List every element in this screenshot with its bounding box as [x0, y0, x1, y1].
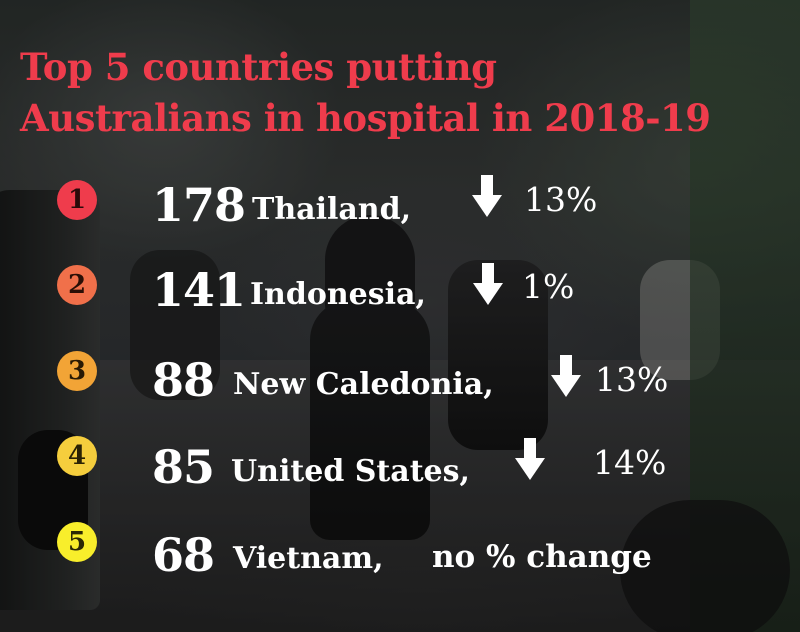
- country-name: Thailand,: [252, 192, 412, 227]
- rank-badge: 1: [57, 180, 97, 220]
- background-motorbike-far: [130, 250, 220, 400]
- title-line-1: Top 5 countries putting: [20, 45, 497, 89]
- ranking-row-4: 4 85 United States, 14%: [0, 424, 800, 494]
- down-arrow-icon: [473, 263, 503, 305]
- background-motorbike: [310, 300, 430, 540]
- hospitalisation-count: 88: [152, 353, 215, 407]
- down-arrow-icon: [472, 175, 502, 217]
- rank-badge: 2: [57, 265, 97, 305]
- country-name: Vietnam,: [233, 541, 384, 576]
- background-motorbike-police: [448, 260, 548, 450]
- hospitalisation-count: 178: [152, 178, 246, 232]
- percent-change: 1%: [522, 267, 575, 306]
- page-title: Top 5 countries putting Australians in h…: [20, 42, 790, 144]
- rank-badge: 5: [57, 522, 97, 562]
- ranking-row-2: 2 141 Indonesia, 1%: [0, 253, 800, 323]
- hospitalisation-count: 141: [152, 263, 246, 317]
- rank-badge: 4: [57, 436, 97, 476]
- country-name: United States,: [231, 454, 470, 489]
- down-arrow-icon: [515, 438, 545, 480]
- percent-change: 14%: [593, 443, 667, 482]
- background-wheel: [620, 500, 790, 632]
- hospitalisation-count: 85: [152, 440, 215, 494]
- country-name: New Caledonia,: [233, 367, 494, 402]
- ranking-row-1: 1 178 Thailand, 13%: [0, 168, 800, 238]
- percent-change: no % change: [432, 539, 652, 575]
- ranking-row-5: 5 68 Vietnam, no % change: [0, 510, 800, 580]
- title-line-2: Australians in hospital in 2018-19: [20, 96, 711, 140]
- ranking-row-3: 3 88 New Caledonia, 13%: [0, 339, 800, 409]
- rank-badge: 3: [57, 351, 97, 391]
- down-arrow-icon: [551, 355, 581, 397]
- percent-change: 13%: [524, 180, 598, 219]
- percent-change: 13%: [595, 360, 669, 399]
- hospitalisation-count: 68: [152, 528, 215, 582]
- country-name: Indonesia,: [250, 277, 426, 312]
